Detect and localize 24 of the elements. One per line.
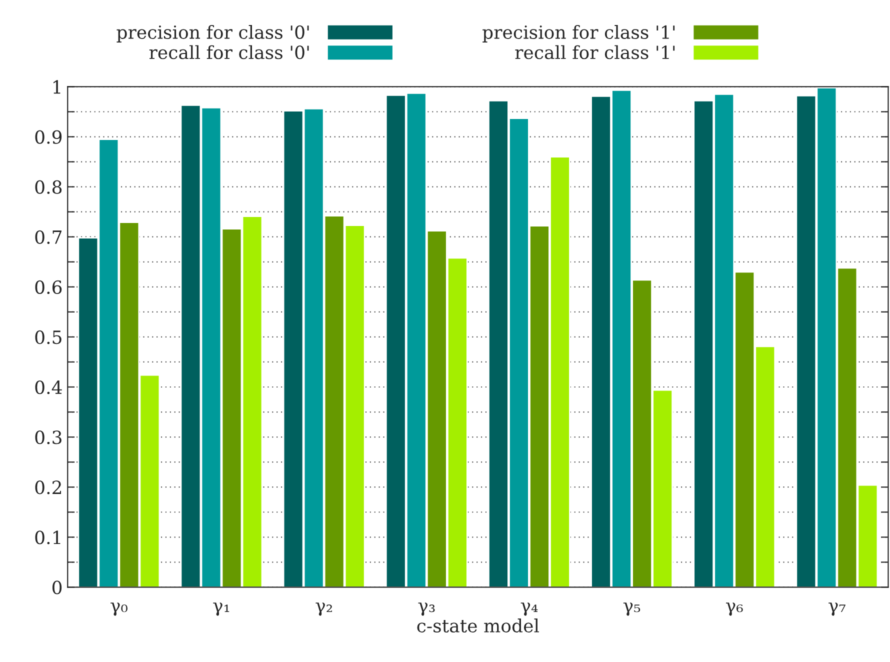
y-tick-label: 0.7: [35, 230, 62, 244]
y-tick-label: 1: [53, 80, 60, 94]
y-tick-label: 0.1: [35, 530, 60, 544]
legend-label: precision for class '0': [116, 25, 309, 42]
y-tick-label: 0.2: [35, 480, 62, 494]
x-tick-label: γ₀: [110, 602, 128, 616]
y-tick-label: 0.8: [35, 180, 62, 194]
y-tick-label: 0.6: [35, 280, 62, 294]
x-tick-label: γ₄: [520, 602, 538, 616]
legend-label: recall for class '0': [149, 45, 309, 60]
x-tick-label: γ₂: [316, 602, 332, 616]
y-tick-label: 0.3: [35, 430, 62, 444]
x-tick-label: γ₇: [828, 602, 846, 616]
y-tick-label: 0.5: [35, 330, 62, 344]
x-axis-title: c-state model: [417, 618, 539, 633]
y-tick-label: 0.9: [35, 130, 62, 144]
x-tick-label: γ₁: [213, 602, 230, 616]
x-tick-label: γ₅: [623, 602, 640, 616]
y-tick-label: 0: [52, 580, 62, 594]
legend-label: precision for class '1': [482, 25, 675, 42]
legend-label: recall for class '1': [515, 45, 675, 60]
y-tick-label: 0.4: [35, 380, 62, 394]
x-tick-label: γ₃: [418, 602, 435, 616]
x-tick-label: γ₆: [726, 602, 743, 616]
